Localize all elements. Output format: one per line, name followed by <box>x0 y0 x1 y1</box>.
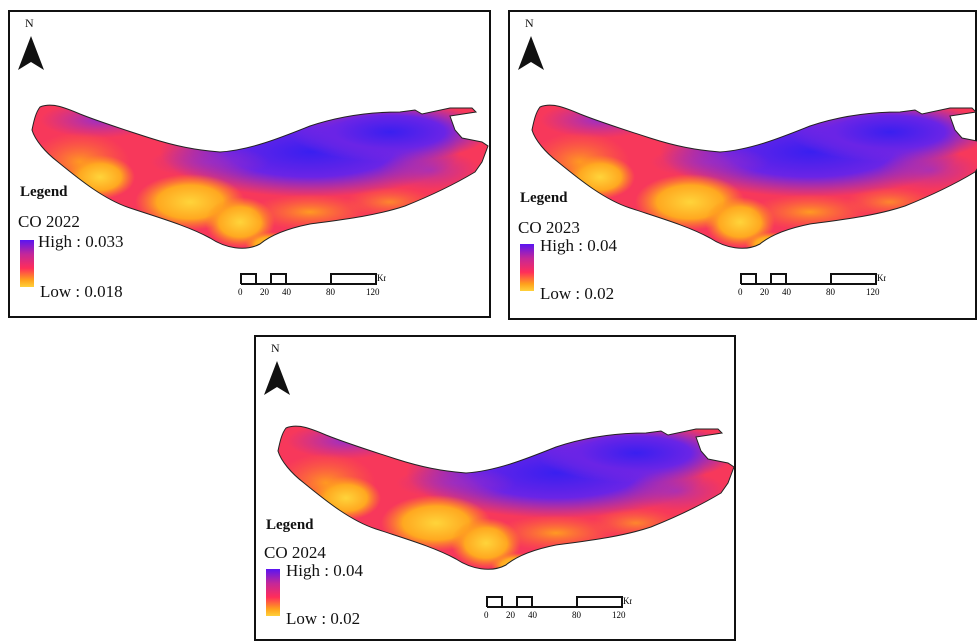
scale-tick-label: 40 <box>282 287 292 297</box>
legend-low-label: Low : 0.02 <box>286 609 361 628</box>
scale-tick-label: 80 <box>826 287 836 297</box>
scale-bar: 0 20 40 80 120 Km <box>238 273 386 297</box>
legend-high-label: High : 0.033 <box>38 232 124 251</box>
scale-unit-label: Km <box>877 273 886 283</box>
scale-tick-label: 0 <box>238 287 243 297</box>
legend-title: Legend <box>520 190 568 206</box>
scale-tick-label: 20 <box>760 287 770 297</box>
scale-tick-label: 20 <box>260 287 270 297</box>
scale-tick-label: 120 <box>612 610 626 620</box>
scale-bar: 0 20 40 80 120 Km <box>738 273 886 297</box>
layer-label: CO 2023 <box>518 218 580 237</box>
color-ramp <box>266 569 280 616</box>
scale-bar: 0 20 40 80 120 Km <box>484 596 632 620</box>
scale-tick-label: 0 <box>738 287 743 297</box>
map-panel-co-2024: N Legend CO 2024 High : 0.04 Low : 0.02 … <box>254 335 736 641</box>
north-arrow-icon <box>18 36 44 70</box>
scale-tick-label: 0 <box>484 610 489 620</box>
legend-low-label: Low : 0.018 <box>40 282 123 301</box>
legend-title: Legend <box>266 517 314 533</box>
scale-tick-label: 120 <box>366 287 380 297</box>
north-label: N <box>525 16 534 30</box>
scale-tick-label: 20 <box>506 610 516 620</box>
legend-low-label: Low : 0.02 <box>540 284 615 303</box>
layer-label: CO 2022 <box>18 212 80 231</box>
layer-label: CO 2024 <box>264 543 326 562</box>
scale-tick-label: 40 <box>528 610 538 620</box>
map-panel-co-2023: N Legend CO 2023 High : 0.04 Low : 0.02 … <box>508 10 977 320</box>
scale-tick-label: 40 <box>782 287 792 297</box>
map-panel-co-2022: N Legend CO 2022 High : 0.033 Low : 0.01… <box>8 10 491 318</box>
scale-tick-label: 80 <box>326 287 336 297</box>
color-ramp <box>20 240 34 287</box>
scale-unit-label: Km <box>623 596 632 606</box>
scale-tick-label: 120 <box>866 287 880 297</box>
north-arrow-icon <box>264 361 290 395</box>
legend-high-label: High : 0.04 <box>540 236 617 255</box>
legend-title: Legend <box>20 184 68 200</box>
legend-high-label: High : 0.04 <box>286 561 363 580</box>
scale-tick-label: 80 <box>572 610 582 620</box>
scale-unit-label: Km <box>377 273 386 283</box>
north-arrow-icon <box>518 36 544 70</box>
north-label: N <box>25 16 34 30</box>
north-label: N <box>271 341 280 355</box>
color-ramp <box>520 244 534 291</box>
